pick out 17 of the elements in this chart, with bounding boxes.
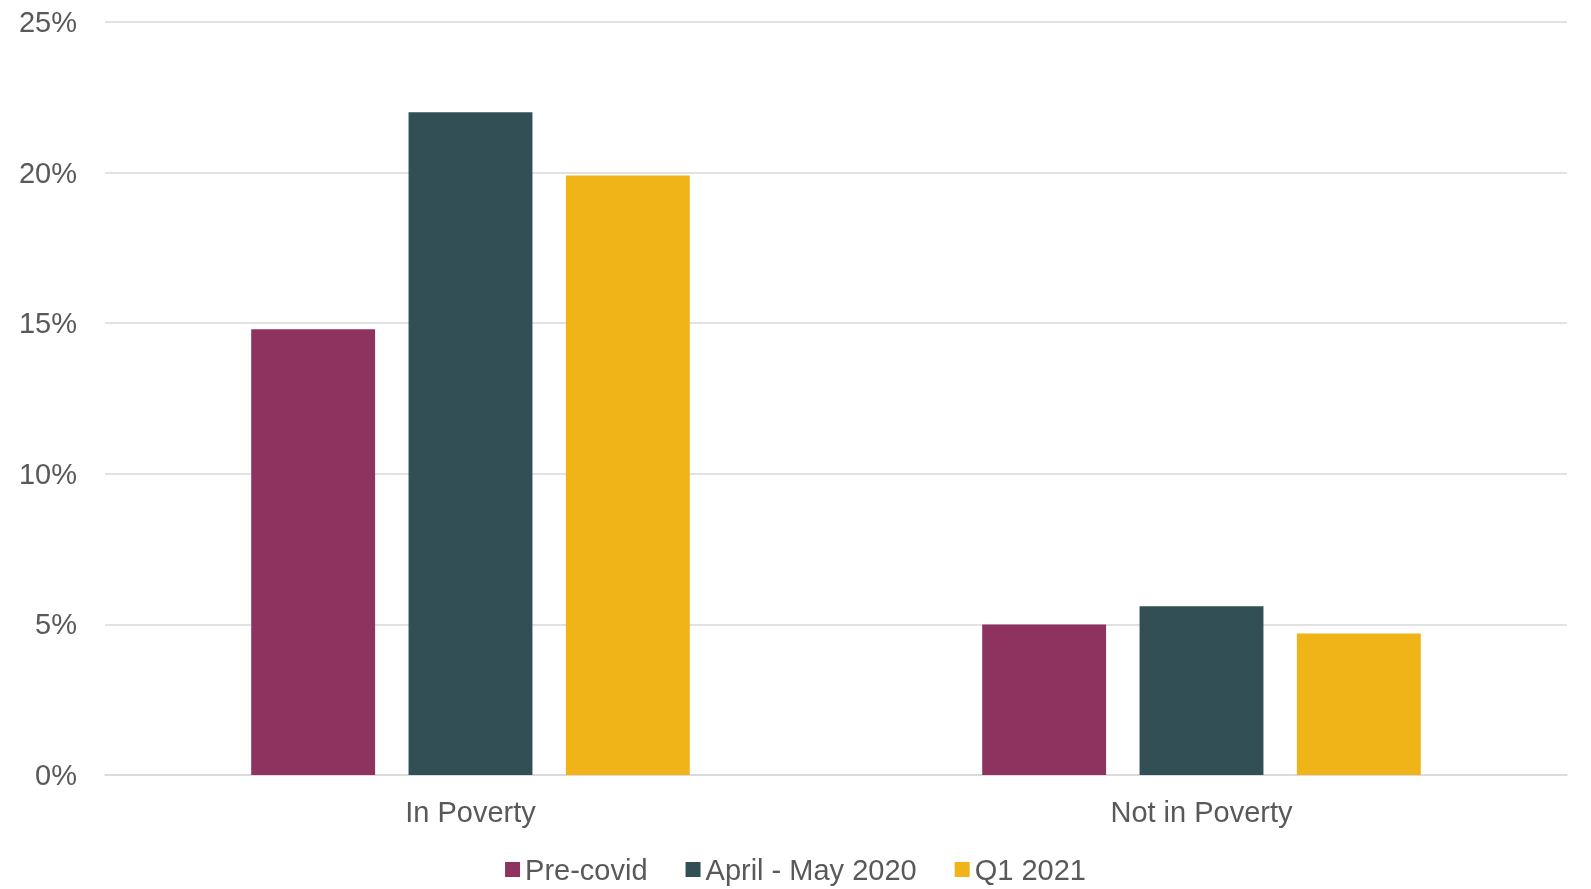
legend-label: Pre-covid (525, 853, 648, 886)
y-tick-label: 10% (18, 457, 77, 490)
bar (251, 329, 376, 775)
y-tick-label: 20% (18, 156, 77, 189)
y-tick-label: 5% (35, 608, 77, 641)
legend-label: April - May 2020 (705, 853, 917, 886)
y-tick-label: 25% (18, 6, 77, 38)
bar (408, 112, 533, 775)
bar (1139, 606, 1264, 775)
y-tick-label: 15% (18, 307, 77, 340)
bar (982, 624, 1107, 775)
x-tick-label: Not in Poverty (1110, 795, 1294, 828)
legend-label: Q1 2021 (974, 853, 1086, 886)
y-tick-label: 0% (35, 759, 77, 791)
x-tick-label: In Poverty (405, 795, 537, 828)
bar (1296, 633, 1421, 775)
bar (565, 175, 690, 775)
